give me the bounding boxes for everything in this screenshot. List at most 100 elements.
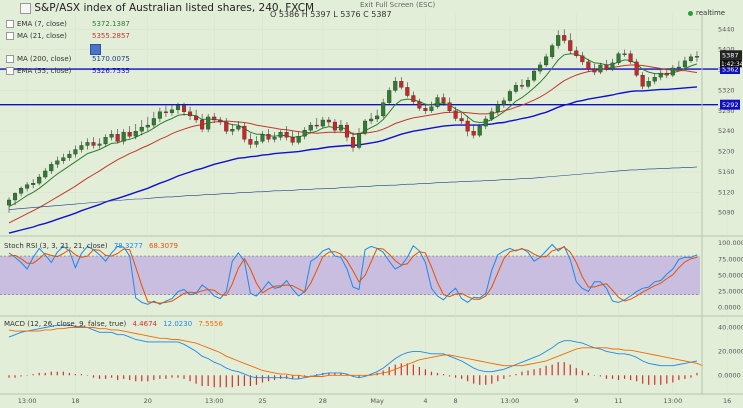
candle-body [73, 149, 78, 155]
macd-histogram-bar [406, 363, 408, 376]
candle-body [369, 118, 374, 122]
macd-histogram-bar [605, 375, 608, 379]
candle-body [616, 53, 621, 64]
macd-histogram-bar [50, 371, 52, 376]
macd-histogram-bar [491, 375, 493, 384]
candle-body [127, 132, 132, 137]
time-tick-label: 11 [614, 397, 622, 405]
settings-icon[interactable] [90, 44, 101, 55]
macd-histogram-bar [430, 371, 433, 376]
candle-body [532, 70, 537, 81]
macd-histogram-bar [104, 375, 107, 379]
time-tick-label: 13:00 [205, 397, 224, 405]
candle-body [175, 105, 181, 110]
realtime-indicator: realtime [688, 9, 725, 17]
time-tick-label: 18 [71, 397, 79, 405]
candle-body [260, 134, 265, 142]
macd-histogram-bar [660, 375, 662, 385]
candle-body [574, 50, 579, 56]
indicator-ma21[interactable]: MA (21, close) 5355.2857 [6, 32, 130, 40]
macd-histogram-bar [340, 372, 342, 376]
time-tick-label: 20 [144, 397, 152, 405]
indicator-settings[interactable] [88, 44, 101, 55]
macd-histogram-bar [292, 375, 294, 379]
exit-fullscreen-button[interactable]: Exit Full Screen (ESC) [360, 1, 436, 9]
last-price-label: 5387 [722, 51, 739, 59]
macd-histogram-bar [189, 375, 191, 382]
candle-body [435, 97, 440, 107]
indicator-ema7[interactable]: EMA (7, close) 5372.1387 [6, 20, 130, 28]
stoch-tick-label: 100.0000 [718, 239, 743, 247]
candle-body [357, 133, 362, 148]
candle-body [459, 118, 464, 122]
macd-histogram-bar [141, 375, 143, 382]
macd-histogram-bar [279, 375, 282, 379]
candle-body [598, 64, 603, 73]
candle-body [550, 45, 555, 57]
candle-body [139, 126, 144, 132]
macd-histogram-bar [249, 375, 252, 387]
macd-histogram-bar [153, 375, 155, 381]
macd-histogram-bar [346, 374, 348, 376]
candle-body [157, 111, 162, 119]
candle-body [604, 64, 609, 70]
macd-histogram-bar [575, 368, 577, 376]
macd-histogram-bar [201, 375, 203, 387]
candle-body [646, 81, 651, 87]
candle-body [338, 124, 343, 131]
macd-histogram-bar [171, 375, 173, 378]
time-tick-label: 9 [574, 397, 578, 405]
macd-histogram-bar [630, 375, 632, 381]
candle-body [212, 116, 217, 121]
macd-histogram-bar [261, 375, 264, 383]
macd-histogram-bar [358, 375, 360, 378]
checkbox-icon[interactable] [6, 55, 14, 63]
time-tick-label: 16 [723, 397, 731, 405]
price-tick-label: 5240 [718, 127, 735, 135]
candle-body [55, 160, 60, 165]
macd-histogram-bar [551, 364, 553, 376]
candle-body [417, 101, 422, 109]
macd-histogram-bar [20, 375, 22, 377]
candle-body [236, 125, 241, 130]
candle-body [447, 102, 452, 111]
candle-body [429, 106, 434, 111]
symbol-icon[interactable] [20, 2, 31, 14]
indicator-ma200[interactable]: MA (200, close) 5170.0075 [6, 55, 130, 63]
checkbox-icon[interactable] [6, 32, 14, 40]
macd-histogram-bar [557, 362, 559, 376]
macd-histogram-bar [183, 375, 185, 379]
candle-body [308, 124, 313, 131]
candle-body [320, 119, 325, 127]
stoch-tick-label: 0.0000 [718, 304, 741, 312]
checkbox-icon[interactable] [6, 67, 14, 75]
candle-body [25, 184, 30, 189]
time-tick-label: 13:00 [501, 397, 520, 405]
macd-histogram-bar [654, 375, 656, 385]
macd-histogram-bar [68, 372, 70, 376]
macd-histogram-bar [147, 375, 149, 382]
macd-line [8, 324, 698, 380]
candle-body [85, 142, 90, 146]
macd-histogram-bar [219, 375, 221, 388]
candle-body [453, 110, 458, 119]
macd-histogram-bar [135, 375, 137, 382]
candle-body [405, 87, 410, 96]
candle-body [387, 90, 392, 103]
macd-histogram-bar [74, 374, 76, 376]
candle-body [230, 129, 235, 132]
candle-body [272, 137, 277, 140]
candle-body [344, 124, 349, 138]
macd-histogram-bar [177, 375, 179, 378]
candle-body [79, 145, 84, 150]
macd-histogram-bar [617, 375, 620, 381]
checkbox-icon[interactable] [6, 20, 14, 28]
indicator-ema55[interactable]: EMA (55, close) 5326.7535 [6, 67, 130, 75]
macd-histogram-bar [80, 374, 83, 376]
macd-histogram-bar [467, 375, 469, 382]
macd-signal-line [8, 327, 704, 377]
candle-body [296, 136, 301, 143]
candle-body [465, 120, 470, 132]
candle-body [489, 111, 494, 120]
